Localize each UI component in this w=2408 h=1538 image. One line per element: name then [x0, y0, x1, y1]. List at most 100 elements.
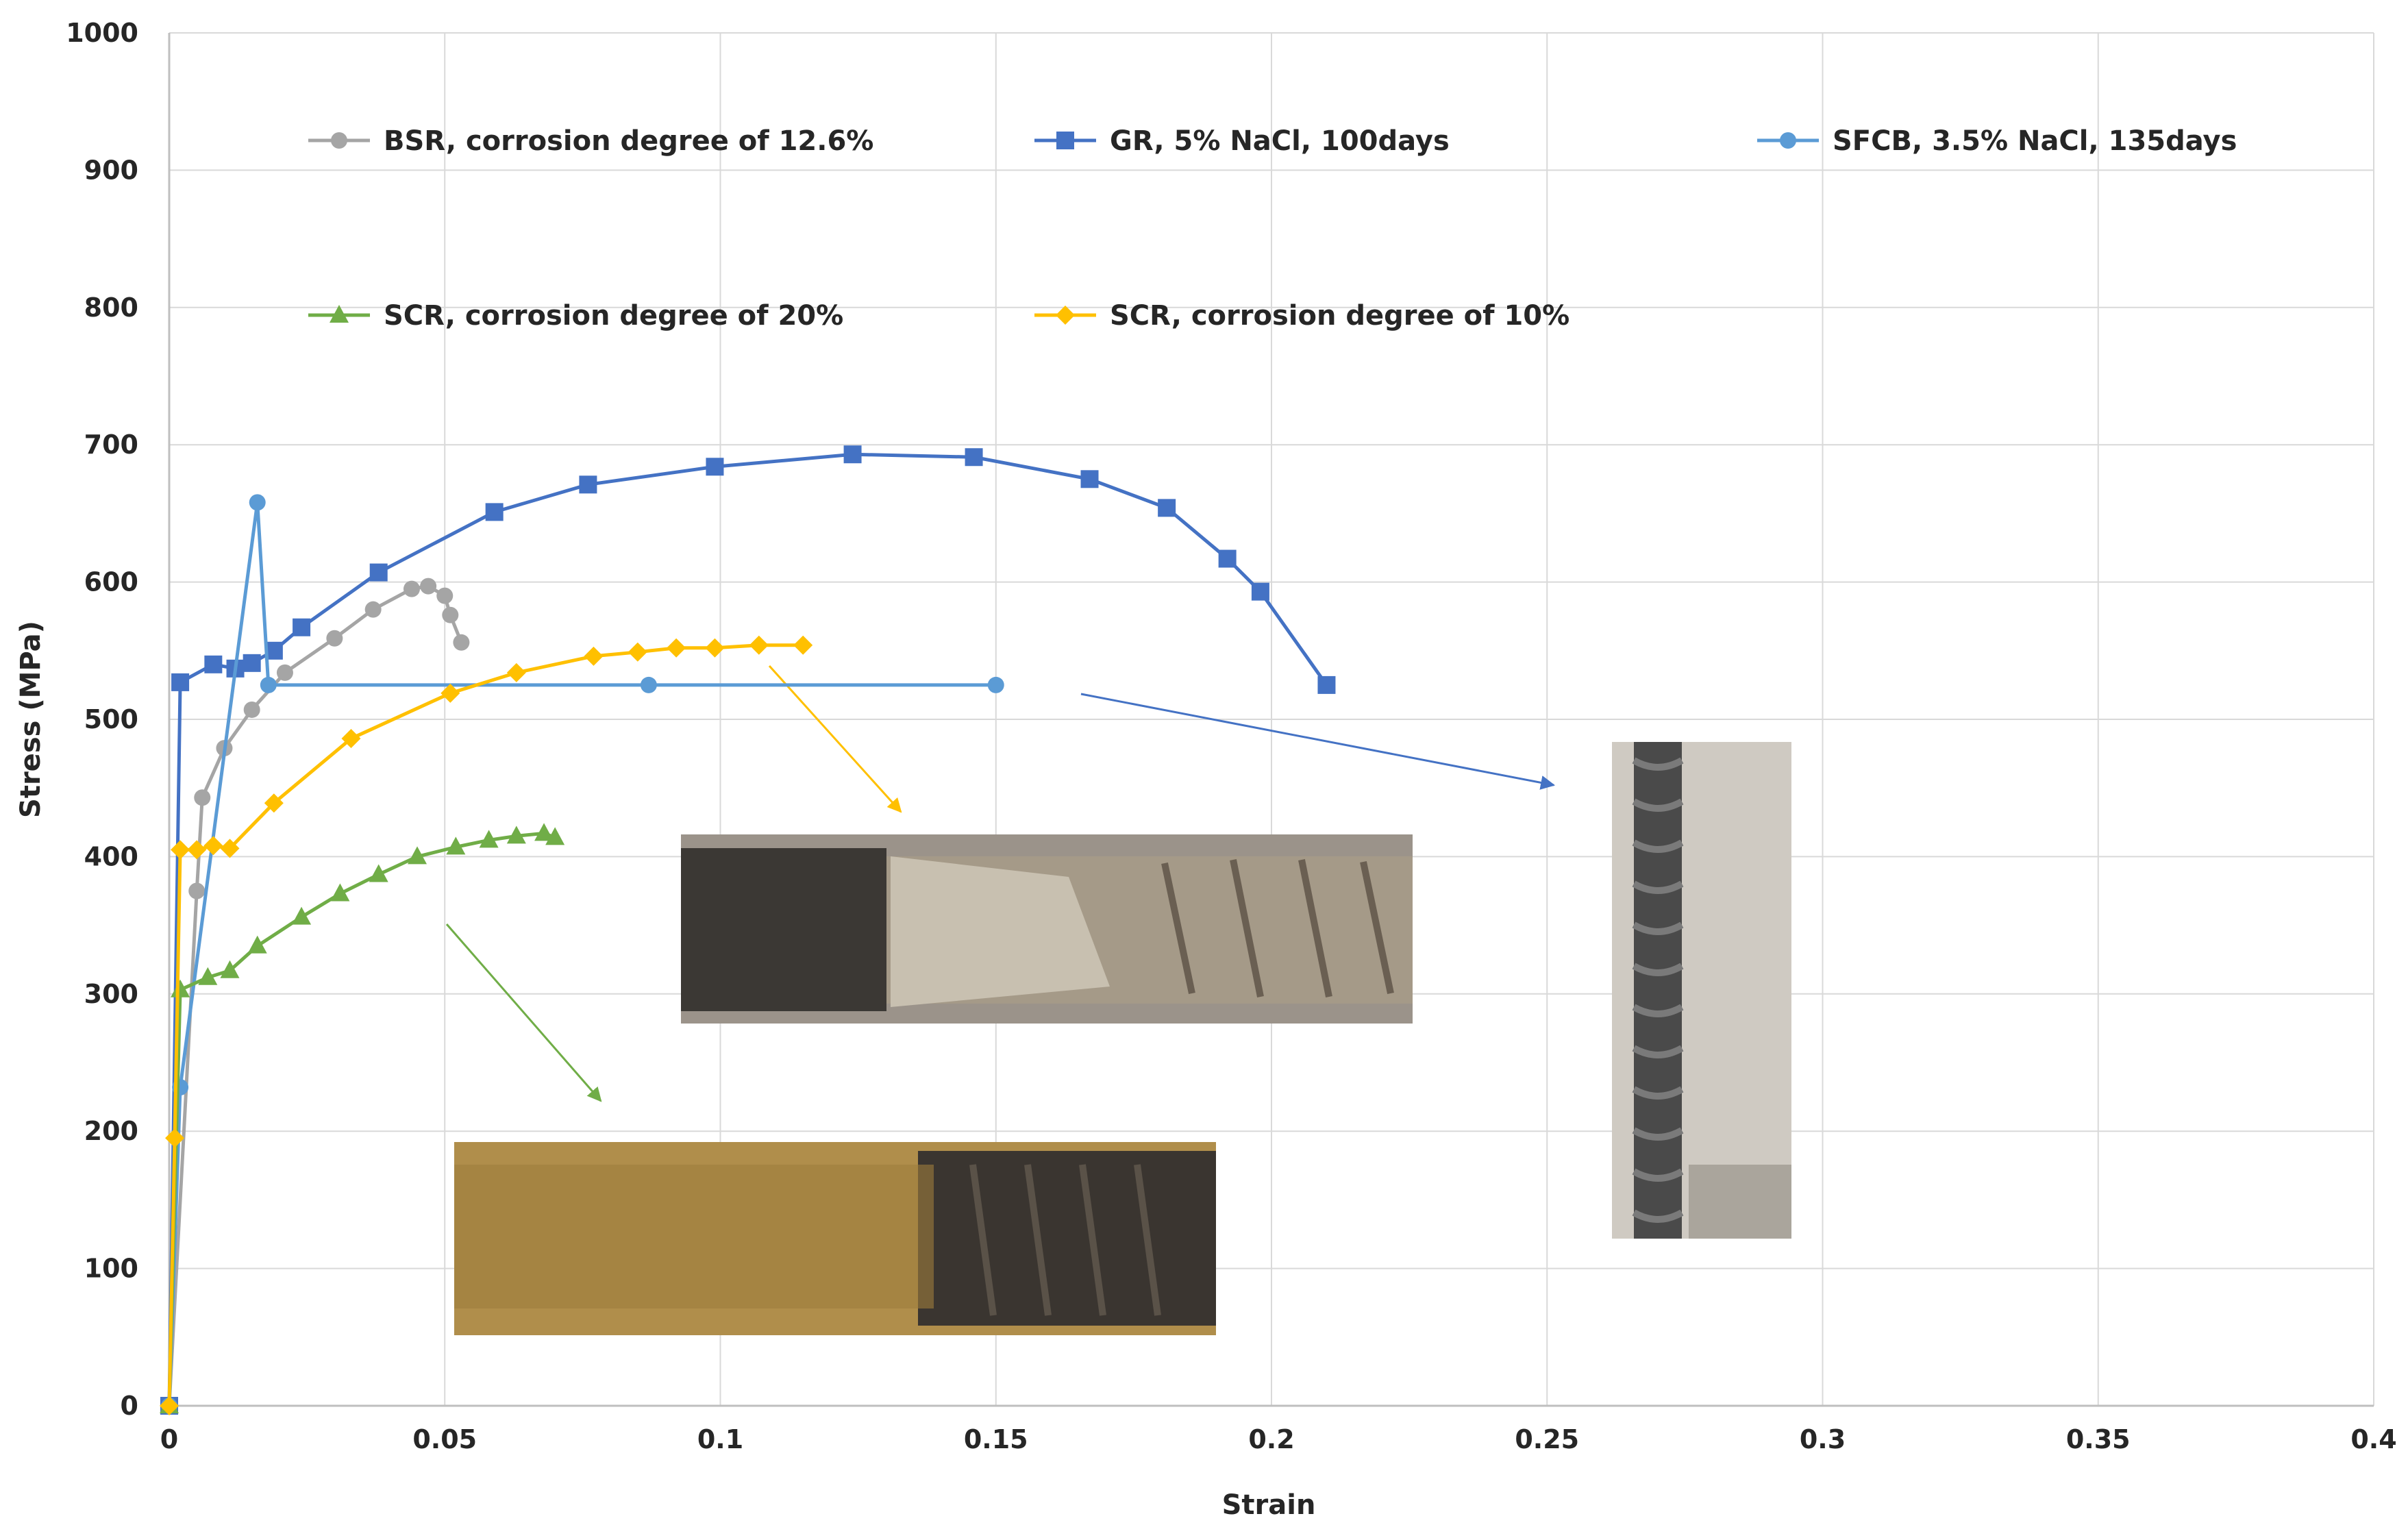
x-tick-label: 0.35: [2066, 1424, 2131, 1454]
legend-entry-sfcb-3-5-nacl-135days: SFCB, 3.5% NaCl, 135days: [1757, 125, 2237, 157]
x-axis-title: Strain: [1222, 1489, 1316, 1521]
data-point: [364, 601, 382, 618]
x-tick-label: 0.1: [697, 1424, 743, 1454]
legend-label: SFCB, 3.5% NaCl, 135days: [1833, 125, 2237, 157]
specimen-photo-sfcb: [1612, 742, 1791, 1239]
x-tick-label: 0.25: [1515, 1424, 1579, 1454]
data-point: [1158, 499, 1176, 517]
x-tick-label: 0: [160, 1424, 178, 1454]
legend-marker: [1056, 132, 1074, 149]
data-point: [965, 448, 983, 467]
data-point: [442, 606, 459, 623]
x-tick-label: 0.05: [412, 1424, 477, 1454]
data-point: [243, 701, 260, 718]
x-tick-label: 0.15: [964, 1424, 1028, 1454]
x-tick-label: 0.3: [1800, 1424, 1846, 1454]
data-point: [293, 618, 311, 636]
series-bsr-corrosion-degree-of-12-6: [161, 578, 470, 1414]
data-point: [204, 655, 223, 673]
data-point: [706, 458, 724, 476]
data-point: [667, 638, 686, 658]
data-point: [628, 642, 647, 662]
legend-entry-gr-5-nacl-100days: GR, 5% NaCl, 100days: [1034, 125, 1450, 157]
data-point: [243, 654, 261, 672]
x-tick-label: 0.2: [1248, 1424, 1294, 1454]
axes: [168, 33, 2374, 1407]
data-point: [479, 830, 499, 848]
y-tick-label: 200: [84, 1116, 138, 1146]
data-point: [506, 826, 526, 844]
data-point: [171, 673, 190, 691]
y-tick-labels: 0 100 200 300 400 500 600 700 800 900 1000: [66, 18, 138, 1421]
legend-marker: [1780, 132, 1796, 149]
y-tick-label: 700: [84, 430, 138, 460]
arrow-sfcb: [1080, 693, 1556, 790]
data-point: [584, 646, 604, 666]
specimen-photo-scr-10: [681, 834, 1413, 1024]
data-point: [534, 823, 554, 841]
legend-label: SCR, corrosion degree of 10%: [1110, 300, 1569, 332]
y-tick-label: 600: [84, 567, 138, 597]
legend-marker: [1056, 306, 1075, 325]
legend-label: SCR, corrosion degree of 20%: [384, 300, 843, 332]
legend-label: BSR, corrosion degree of 12.6%: [384, 125, 873, 157]
data-point: [198, 967, 218, 985]
data-point: [485, 503, 504, 521]
x-tick-label: 0.4: [2350, 1424, 2396, 1454]
data-point: [446, 836, 466, 855]
data-point: [326, 630, 343, 647]
y-tick-label: 800: [84, 293, 138, 323]
arrow-scr-20: [445, 923, 602, 1102]
legend-marker: [331, 132, 347, 149]
data-point: [160, 1396, 179, 1415]
data-point: [453, 634, 470, 651]
y-axis-title: Stress (MPa): [15, 621, 47, 818]
data-point: [276, 664, 293, 681]
data-point: [369, 864, 388, 882]
data-point: [247, 935, 267, 954]
data-point: [403, 580, 420, 597]
data-point: [1317, 675, 1336, 694]
data-point: [264, 793, 284, 813]
data-point: [436, 587, 454, 604]
y-tick-label: 0: [121, 1391, 138, 1421]
data-point: [420, 578, 437, 595]
x-tick-labels: 0 0.05 0.1 0.15 0.2 0.25 0.3 0.35 0.4: [160, 1424, 2397, 1454]
y-tick-label: 400: [84, 841, 138, 871]
data-point: [330, 883, 350, 902]
data-point: [165, 1128, 185, 1148]
data-point: [341, 729, 361, 749]
data-point: [194, 789, 211, 806]
y-tick-label: 100: [84, 1254, 138, 1284]
legend-entry-bsr-corrosion-degree-of-12-6: BSR, corrosion degree of 12.6%: [308, 125, 873, 157]
legend: BSR, corrosion degree of 12.6% GR, 5% NaC…: [308, 125, 2237, 332]
data-point: [220, 839, 240, 858]
arrow-scr-10: [768, 665, 902, 813]
data-point: [203, 836, 223, 856]
data-point: [187, 840, 207, 860]
data-point: [440, 683, 460, 703]
data-point: [640, 676, 657, 693]
legend-entry-scr-corrosion-degree-of-10: SCR, corrosion degree of 10%: [1034, 300, 1569, 332]
series-gr-5-nacl-100days: [160, 445, 1336, 1415]
y-tick-label: 900: [84, 155, 138, 185]
y-tick-label: 300: [84, 979, 138, 1009]
data-point: [705, 638, 725, 658]
data-point: [1218, 549, 1237, 568]
data-point: [171, 979, 190, 997]
data-point: [793, 635, 813, 655]
data-point: [188, 882, 206, 900]
y-tick-label: 500: [84, 704, 138, 734]
data-point: [749, 635, 769, 655]
data-point: [1251, 582, 1269, 601]
data-point: [987, 676, 1004, 693]
legend-marker: [330, 305, 349, 323]
series-layer: [160, 445, 1336, 1415]
legend-entry-scr-corrosion-degree-of-20: SCR, corrosion degree of 20%: [308, 300, 843, 332]
specimen-photo-scr-20: [454, 1142, 1216, 1335]
data-point: [292, 906, 312, 925]
y-tick-label: 1000: [66, 18, 138, 48]
data-point: [249, 494, 266, 511]
data-point: [545, 827, 565, 845]
